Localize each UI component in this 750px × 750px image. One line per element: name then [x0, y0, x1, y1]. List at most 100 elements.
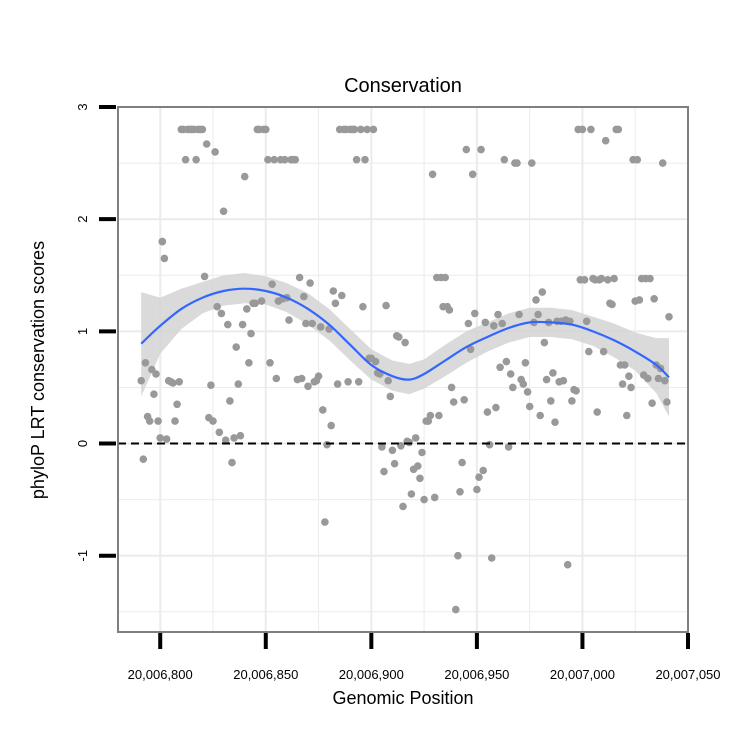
- data-point: [211, 148, 219, 156]
- data-point: [152, 370, 160, 378]
- data-point: [481, 318, 490, 327]
- data-point: [338, 291, 346, 300]
- data-point: [494, 310, 502, 319]
- data-point: [245, 359, 253, 367]
- data-point: [578, 125, 587, 134]
- data-point: [323, 440, 331, 449]
- data-point: [487, 554, 496, 562]
- data-point: [532, 296, 540, 304]
- data-point: [302, 319, 310, 328]
- data-point: [536, 411, 544, 420]
- data-point: [515, 310, 523, 319]
- data-point: [441, 273, 450, 282]
- data-point: [331, 299, 340, 308]
- data-point: [378, 443, 386, 451]
- data-point: [559, 376, 568, 385]
- data-point: [388, 446, 397, 455]
- data-point: [234, 380, 243, 388]
- data-point: [158, 237, 167, 246]
- data-point: [405, 438, 414, 447]
- data-point: [228, 458, 236, 467]
- data-point: [329, 287, 338, 295]
- data-point: [547, 397, 555, 405]
- data-point: [173, 400, 181, 409]
- data-point: [171, 417, 179, 425]
- data-point: [551, 418, 559, 427]
- data-point: [257, 297, 266, 305]
- data-point: [181, 155, 190, 164]
- data-point: [483, 408, 492, 416]
- data-point: [251, 299, 259, 308]
- x-tick-label: 20,006,800: [128, 667, 193, 682]
- data-point: [198, 125, 207, 134]
- data-point: [618, 380, 627, 388]
- points-layer: [137, 125, 673, 614]
- data-point: [623, 411, 631, 420]
- data-point: [500, 155, 509, 164]
- data-point: [401, 338, 409, 347]
- data-point: [361, 155, 369, 164]
- data-point: [264, 155, 272, 164]
- data-point: [217, 309, 226, 318]
- data-point: [304, 382, 312, 391]
- data-point: [663, 398, 671, 406]
- x-tick-label: 20,006,850: [233, 667, 298, 682]
- data-point: [154, 417, 162, 425]
- data-point: [492, 403, 500, 412]
- data-point: [580, 276, 589, 284]
- data-point: [371, 357, 380, 366]
- y-axis-title: phyloP LRT conservation scores: [28, 241, 48, 499]
- data-point: [411, 434, 420, 442]
- data-point: [327, 421, 336, 430]
- data-point: [221, 436, 230, 445]
- data-point: [359, 302, 367, 311]
- data-point: [175, 378, 183, 386]
- data-point: [449, 398, 458, 406]
- data-point: [582, 317, 591, 326]
- data-point: [213, 302, 221, 311]
- data-point: [363, 125, 371, 134]
- y-tick-label: 1: [75, 328, 90, 335]
- data-point: [268, 280, 276, 289]
- data-point: [428, 170, 437, 179]
- data-point: [141, 359, 150, 367]
- data-point: [215, 428, 224, 437]
- confidence-band: [141, 273, 669, 417]
- data-point: [224, 320, 232, 329]
- data-point: [230, 434, 238, 442]
- x-tick-label: 20,006,950: [444, 667, 509, 682]
- data-point: [169, 379, 177, 387]
- data-point: [568, 397, 576, 405]
- data-point: [523, 388, 532, 396]
- data-point: [414, 462, 422, 470]
- data-point: [209, 417, 217, 425]
- data-point: [416, 474, 424, 483]
- data-point: [466, 345, 475, 354]
- data-point: [665, 313, 673, 321]
- data-point: [350, 125, 359, 134]
- data-point: [445, 306, 454, 314]
- data-point: [498, 319, 507, 328]
- data-point: [314, 372, 323, 381]
- data-point: [620, 361, 629, 369]
- data-point: [430, 493, 439, 502]
- data-point: [407, 490, 416, 498]
- data-point: [661, 376, 669, 385]
- data-point: [262, 125, 270, 134]
- data-point: [509, 383, 517, 392]
- x-tick-label: 20,007,000: [550, 667, 615, 682]
- data-point: [426, 411, 435, 420]
- data-point: [597, 274, 606, 283]
- data-point: [219, 207, 228, 216]
- data-point: [270, 155, 279, 164]
- data-point: [266, 359, 274, 367]
- data-point: [521, 359, 530, 367]
- y-tick-label: 0: [75, 440, 90, 447]
- data-point: [456, 488, 464, 496]
- x-axis-title: Genomic Position: [332, 688, 473, 708]
- data-point: [247, 329, 255, 338]
- data-point: [540, 338, 549, 347]
- axes: 20,006,800 20,006,850 20,006,900 20,006,950…: [75, 103, 721, 682]
- data-point: [502, 357, 511, 366]
